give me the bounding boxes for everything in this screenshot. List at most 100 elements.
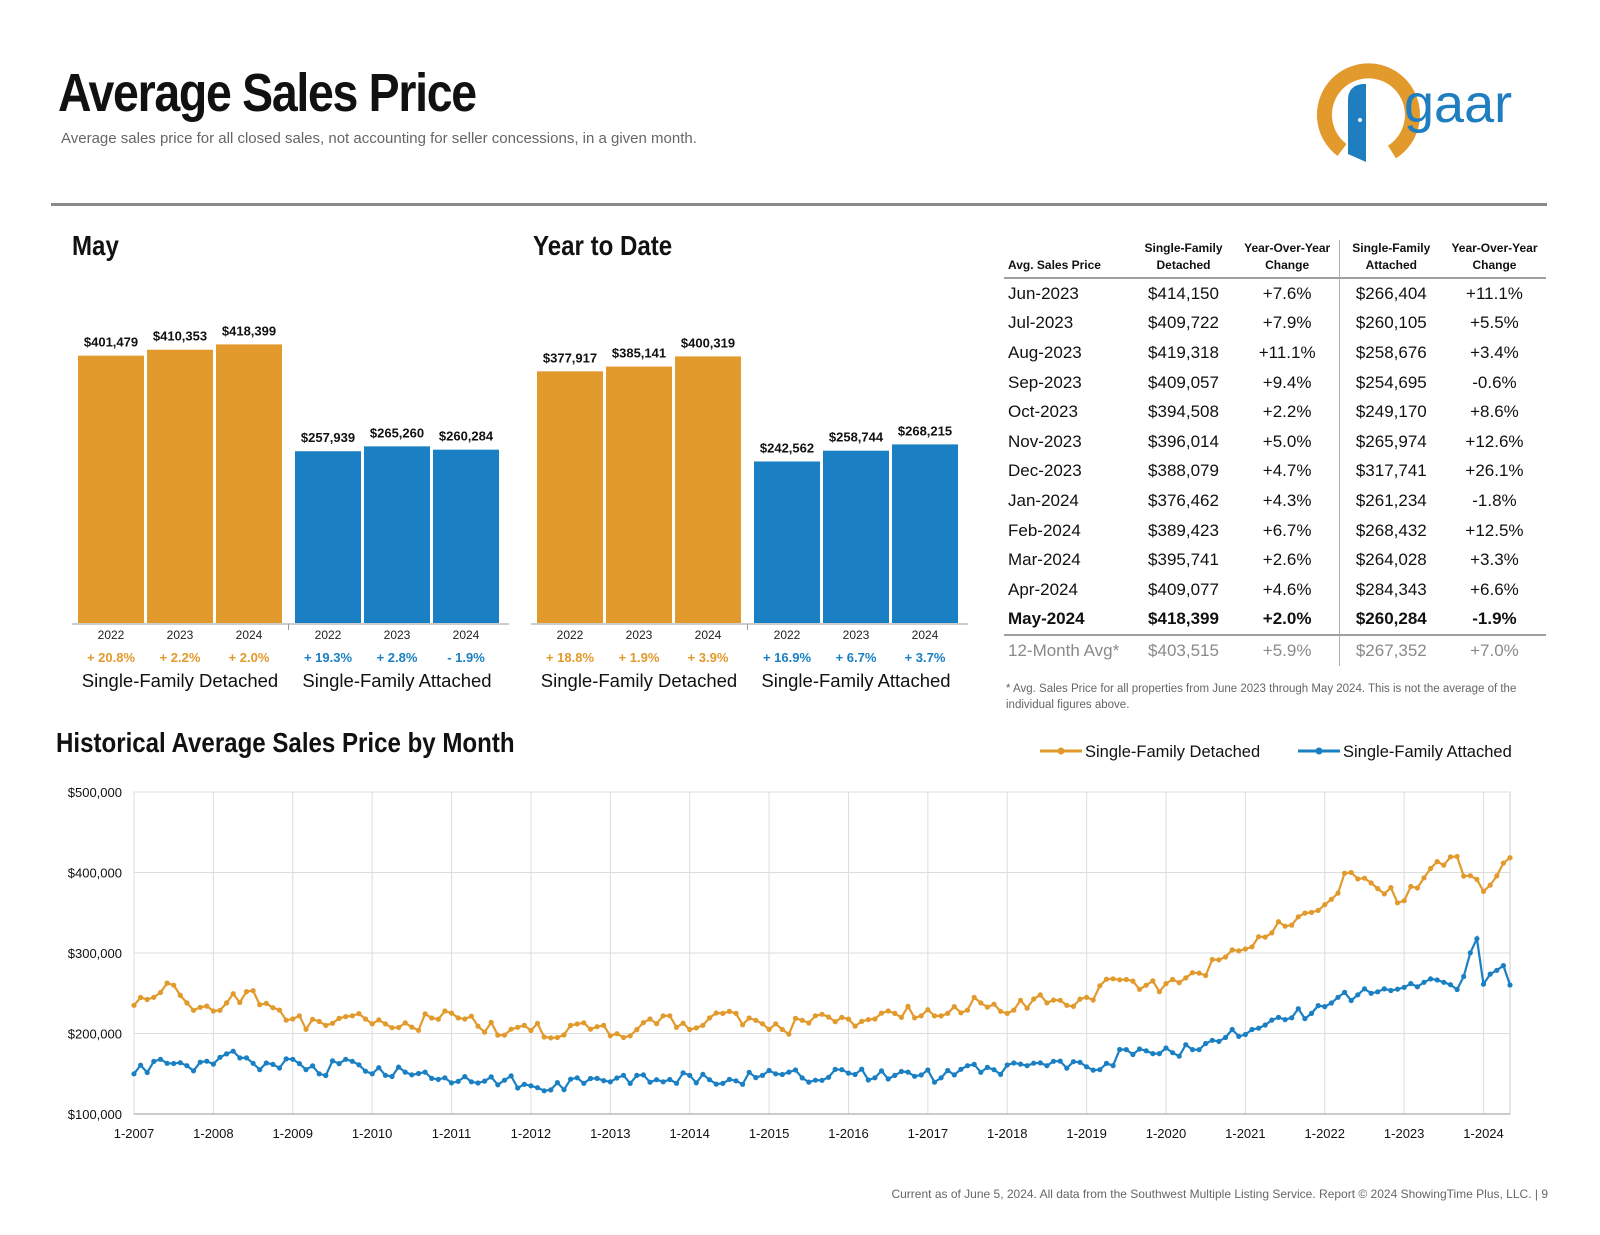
series-point-detached — [475, 1023, 481, 1029]
table-cell: +12.5% — [1465, 520, 1524, 540]
series-point-attached — [462, 1074, 468, 1080]
series-point-detached — [607, 1033, 613, 1039]
series-point-detached — [1176, 980, 1182, 986]
series-point-detached — [740, 1022, 746, 1028]
table-cell: +6.7% — [1262, 520, 1312, 540]
series-point-attached — [660, 1079, 666, 1085]
series-point-detached — [356, 1011, 362, 1017]
table-row: Oct-2023 $394,508 +2.2% $249,170 +8.6% — [1004, 397, 1546, 427]
series-point-detached — [852, 1023, 858, 1029]
series-point-attached — [270, 1061, 276, 1067]
series-point-attached — [1428, 976, 1434, 982]
series-point-detached — [581, 1020, 587, 1026]
series-point-detached — [528, 1027, 534, 1034]
series-point-detached — [925, 1007, 931, 1013]
series-point-detached — [753, 1017, 759, 1023]
series-point-attached — [1342, 989, 1348, 995]
may-change-label: + 19.3% — [304, 650, 353, 665]
table-cell: $414,150 — [1148, 283, 1219, 303]
table-summary-cell: 12-Month Avg* — [1004, 634, 1132, 666]
series-point-attached — [620, 1072, 627, 1078]
series-point-attached — [1123, 1047, 1129, 1053]
series-point-attached — [495, 1082, 501, 1088]
series-point-attached — [488, 1074, 494, 1080]
series-point-detached — [210, 1008, 216, 1014]
series-point-detached — [898, 1014, 905, 1020]
series-point-detached — [343, 1014, 349, 1020]
series-point-detached — [832, 1019, 838, 1025]
series-point-attached — [958, 1066, 964, 1072]
table-cell: +8.6% — [1470, 402, 1519, 422]
series-point-attached — [276, 1065, 283, 1071]
series-point-attached — [700, 1071, 706, 1077]
series-point-attached — [290, 1056, 296, 1062]
series-point-detached — [912, 1015, 918, 1021]
table-cell: -1.9% — [1472, 609, 1517, 629]
series-point-detached — [561, 1032, 567, 1038]
x-tick-label: 1-2007 — [114, 1126, 154, 1140]
series-point-detached — [263, 1000, 269, 1006]
series-point-attached — [501, 1077, 508, 1083]
series-point-detached — [1203, 972, 1209, 979]
series-point-attached — [521, 1081, 527, 1087]
x-tick-label: 1-2008 — [193, 1126, 233, 1140]
may-year-tick: 2022 — [315, 628, 342, 642]
series-point-detached — [1011, 1007, 1017, 1013]
series-point-detached — [1004, 1010, 1010, 1016]
series-point-attached — [224, 1051, 230, 1057]
ytd-change-label: + 6.7% — [836, 650, 877, 665]
series-point-detached — [422, 1011, 428, 1017]
may-change-label: + 2.0% — [229, 650, 270, 665]
table-row: Nov-2023 $396,014 +5.0% $265,974 +12.6% — [1004, 426, 1546, 457]
series-point-attached — [720, 1080, 726, 1086]
series-point-detached — [1123, 976, 1129, 983]
series-point-detached — [389, 1025, 395, 1031]
ytd-bar — [892, 444, 958, 623]
ytd-year-tick: 2023 — [626, 628, 653, 642]
series-point-attached — [362, 1068, 369, 1074]
series-point-detached — [1064, 1002, 1070, 1008]
series-point-detached — [1494, 873, 1500, 879]
may-year-tick: 2023 — [384, 628, 411, 642]
logo-ring — [1317, 63, 1420, 159]
series-point-attached — [1103, 1060, 1110, 1066]
series-point-detached — [978, 1000, 984, 1006]
series-point-detached — [706, 1015, 713, 1021]
historical-chart-title: Historical Average Sales Price by Month — [56, 727, 515, 758]
may-bar-value-label: $257,939 — [301, 430, 355, 445]
table-summary-cell: $267,352 — [1338, 634, 1443, 666]
series-point-attached — [1189, 1047, 1196, 1053]
series-point-detached — [534, 1020, 541, 1026]
series-point-attached — [1375, 989, 1381, 995]
series-point-detached — [1216, 957, 1222, 963]
monthly-table: Avg. Sales Price Single-Family Detached … — [1004, 240, 1546, 666]
series-point-attached — [554, 1080, 561, 1086]
table-cell: Jan-2024 — [1008, 490, 1079, 510]
series-point-attached — [680, 1070, 686, 1076]
series-point-detached — [819, 1011, 825, 1017]
series-point-attached — [892, 1072, 898, 1078]
series-point-attached — [343, 1056, 349, 1062]
series-point-attached — [627, 1080, 633, 1086]
ytd-chart-title: Year to Date — [533, 230, 673, 261]
may-chart-title: May — [72, 230, 119, 261]
series-point-detached — [1500, 860, 1506, 866]
ytd-bar-value-label: $258,744 — [829, 430, 884, 445]
may-bar-value-label: $401,479 — [84, 335, 138, 350]
series-point-attached — [865, 1077, 871, 1083]
table-cell: $418,399 — [1148, 609, 1219, 629]
series-point-attached — [1308, 1010, 1315, 1016]
table-row: Apr-2024 $409,077 +4.6% $284,343 +6.6% — [1004, 574, 1546, 605]
may-bar — [295, 451, 361, 623]
series-point-attached — [184, 1063, 190, 1069]
ytd-bar-value-label: $242,562 — [760, 440, 814, 455]
series-point-attached — [918, 1072, 924, 1078]
series-point-attached — [283, 1056, 289, 1062]
series-point-detached — [204, 1003, 210, 1009]
series-point-attached — [217, 1054, 223, 1060]
series-point-attached — [534, 1085, 541, 1091]
series-point-attached — [475, 1080, 481, 1086]
table-cell: May-2024 — [1008, 609, 1085, 629]
series-point-detached — [1375, 886, 1381, 892]
series-point-attached — [998, 1071, 1004, 1077]
